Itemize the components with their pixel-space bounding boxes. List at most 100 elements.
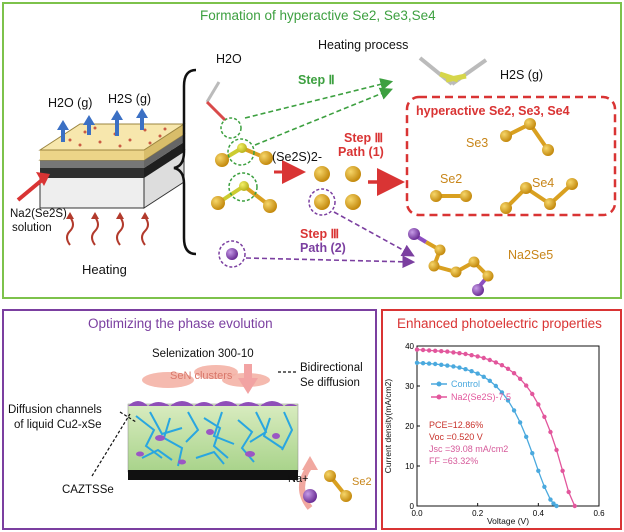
data-point — [551, 501, 556, 506]
step3-path1-step: Step Ⅲ — [344, 131, 384, 145]
se2-molecule — [430, 190, 472, 202]
se-atoms — [314, 166, 361, 210]
jv-curve-chart: 0.0 0.2 0.4 0.6 0 10 20 30 40 Control Na2(Se2S)… — [383, 342, 605, 526]
na2se2s-label: Na2(Se2S) — [10, 208, 67, 220]
step3-path2-label: Path (2) — [300, 241, 346, 255]
data-point — [493, 360, 499, 365]
na2se5-molecule — [408, 228, 494, 296]
data-point — [517, 420, 523, 425]
pce-text: PCE=12.86% — [429, 420, 483, 430]
data-point — [560, 468, 565, 473]
se2s-ion-label: (Se2S)2- — [272, 150, 323, 164]
data-point — [536, 402, 541, 407]
data-point — [524, 383, 529, 388]
phase-evolution-title: Optimizing the phase evolution — [88, 316, 273, 331]
y-tick-label: 10 — [405, 462, 414, 471]
data-point — [481, 374, 486, 379]
data-point — [445, 349, 450, 354]
y-tick-label: 20 — [405, 422, 414, 431]
data-point — [457, 365, 462, 370]
data-point — [511, 371, 517, 376]
heating-waves — [66, 212, 149, 246]
h2o-label: H2O — [216, 52, 242, 66]
data-point — [457, 351, 462, 356]
data-point — [542, 414, 547, 419]
data-point — [572, 503, 577, 509]
step3-path1-label: Path (1) — [338, 145, 384, 159]
solution-label: solution — [12, 222, 52, 234]
data-point — [420, 347, 426, 353]
x-tick-label: 0.6 — [593, 509, 605, 518]
sen-clusters-label: SeN clusters — [170, 370, 233, 382]
ff-text: FF =63.32% — [429, 456, 478, 466]
x-ticks: 0.0 0.2 0.4 0.6 — [411, 503, 605, 518]
data-point — [433, 361, 438, 367]
data-point — [499, 363, 505, 368]
gas-release-arrows — [57, 108, 148, 142]
hyperactive-label: hyperactive Se2, Se3, Se4 — [416, 104, 570, 118]
y-tick-label: 40 — [405, 342, 414, 351]
na2se5-label: Na2Se5 — [508, 248, 554, 262]
data-point — [420, 361, 426, 366]
formation-panel — [2, 2, 622, 299]
data-point — [499, 390, 505, 395]
data-point — [451, 364, 456, 369]
series-layer — [414, 347, 577, 509]
x-tick-label: 0.2 — [472, 509, 484, 518]
x-tick-label: 0.0 — [411, 509, 423, 518]
y-axis-label: Current density(mA/cm2) — [383, 379, 393, 474]
data-point — [493, 383, 499, 389]
data-point — [439, 349, 444, 354]
data-point — [566, 489, 571, 495]
photoelectric-title: Enhanced photoelectric properties — [397, 316, 602, 331]
data-point — [414, 360, 420, 365]
data-point — [530, 451, 535, 456]
liquid-cu2xse-label: of liquid Cu2-xSe — [14, 419, 102, 431]
se-diffusion-label: Se diffusion — [300, 377, 360, 389]
se4-molecule — [500, 178, 578, 214]
caztsse-label: CAZTSSe — [62, 484, 114, 496]
data-point — [439, 362, 444, 367]
data-point — [463, 367, 468, 372]
legend-control: Control — [451, 379, 480, 389]
x-tick-label: 0.4 — [533, 509, 545, 518]
data-point — [469, 369, 474, 374]
photoelectric-panel — [381, 309, 622, 530]
diffusion-channels-label: Diffusion channels — [8, 404, 102, 416]
heating-label: Heating — [82, 262, 127, 277]
x-axis-label: Voltage (V) — [487, 516, 529, 526]
data-point — [548, 429, 553, 435]
data-point — [451, 350, 456, 355]
h2o-molecule — [205, 81, 227, 122]
h2s-gas-label-right: H2S (g) — [500, 68, 544, 82]
heating-process-label: Heating process — [318, 38, 409, 52]
data-point — [426, 361, 432, 366]
data-point — [445, 363, 450, 368]
data-point — [463, 351, 468, 357]
data-point — [536, 468, 541, 473]
data-point — [554, 503, 559, 509]
data-point — [511, 408, 517, 413]
step3-path2-step: Step Ⅲ — [300, 227, 340, 241]
data-point — [487, 378, 492, 383]
formation-diagram — [16, 56, 617, 296]
data-point — [487, 357, 492, 363]
se2-label: Se2 — [440, 172, 463, 186]
data-point — [414, 347, 420, 352]
legend-treated: Na2(Se2S)-7.5 — [451, 392, 511, 402]
data-point — [517, 376, 523, 381]
data-point — [469, 353, 474, 358]
h2s-molecule — [418, 56, 488, 86]
data-point — [433, 348, 438, 353]
phase-evolution-diagram — [91, 364, 352, 510]
formation-title: Formation of hyperactive Se2, Se3,Se4 — [200, 8, 436, 23]
data-point — [481, 355, 486, 361]
hyperactive-box — [405, 95, 617, 217]
solution-arrow — [16, 172, 50, 202]
data-point — [505, 366, 511, 371]
legend: Control Na2(Se2S)-7.5 — [431, 379, 511, 402]
grouping-brace — [173, 68, 197, 256]
data-point — [542, 484, 547, 489]
se4-label: Se4 — [532, 176, 555, 190]
se2-diffusion-label: Se2 — [352, 476, 372, 488]
